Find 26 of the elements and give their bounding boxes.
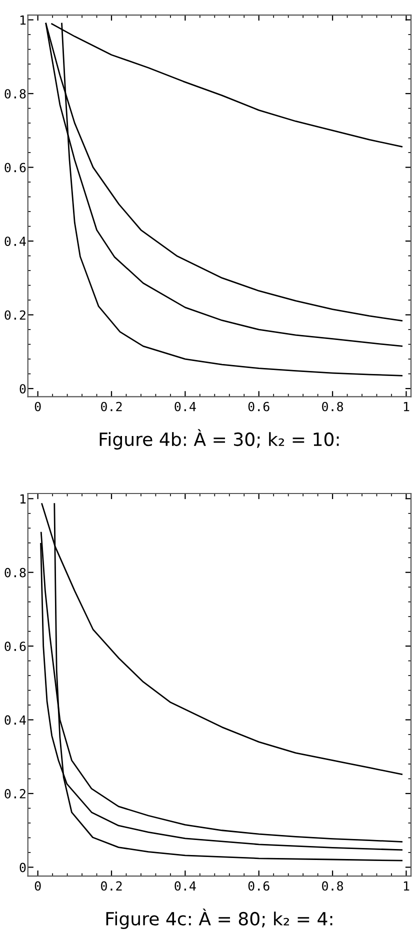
y-tick-label: 0.8 bbox=[4, 89, 26, 99]
x-tick-label: 0.8 bbox=[322, 402, 344, 412]
text: Figure 4c: À = 80; k₂ = 4: bbox=[106, 908, 332, 930]
x-tick-label: 0.6 bbox=[248, 881, 270, 891]
y-tick-label: 0.6 bbox=[4, 642, 26, 652]
x-tick-label: 0 bbox=[34, 402, 41, 412]
x-tick-label: 0.2 bbox=[101, 881, 122, 891]
x-tick-label: 1 bbox=[404, 402, 410, 412]
x-tick-label: 0.6 bbox=[248, 402, 270, 412]
y-tick-label: 0.6 bbox=[4, 162, 26, 172]
y-tick-label: 0.2 bbox=[4, 789, 26, 798]
y-tick-label: 0.4 bbox=[4, 715, 26, 725]
x-tick-label: 0.4 bbox=[174, 881, 196, 891]
y-tick-label: 1 bbox=[20, 16, 26, 25]
x-tick-label: 0 bbox=[34, 881, 41, 891]
x-tick-label: 1 bbox=[404, 881, 410, 891]
y-tick-label: 0.2 bbox=[4, 310, 26, 320]
y-tick-label: 0.4 bbox=[4, 236, 26, 246]
y-tick-label: 1 bbox=[20, 494, 26, 504]
y-tick-label: 0.8 bbox=[4, 568, 26, 578]
text: Figure 4b: À = 30; k₂ = 10: bbox=[100, 429, 339, 450]
x-tick-label: 0.8 bbox=[322, 881, 344, 891]
x-tick-label: 0.4 bbox=[174, 402, 196, 412]
x-tick-label: 0.2 bbox=[101, 402, 122, 412]
y-tick-label: 0 bbox=[20, 862, 26, 872]
y-tick-label: 0 bbox=[20, 384, 26, 394]
